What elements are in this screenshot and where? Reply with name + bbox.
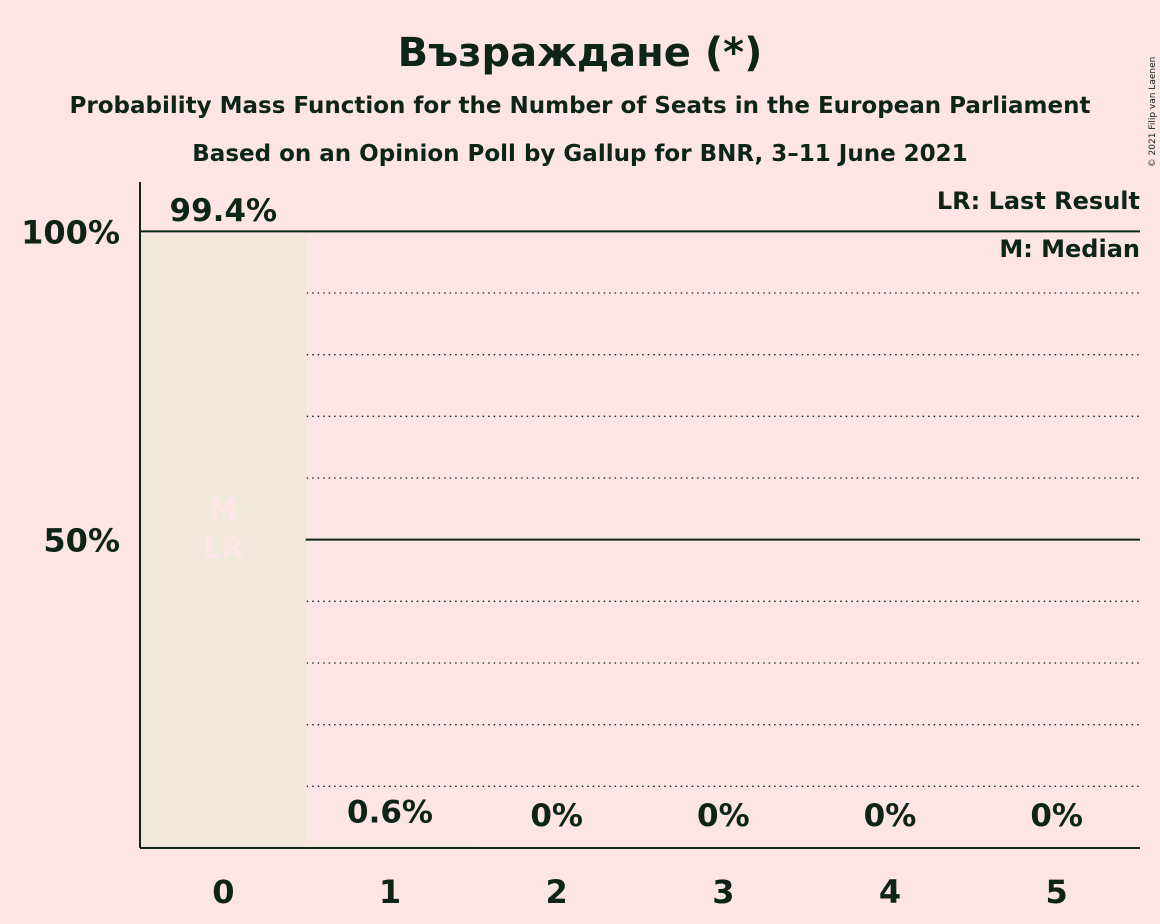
y-tick-label: 50%	[43, 522, 120, 560]
copyright-notice: © 2021 Filip van Laenen	[1148, 57, 1158, 168]
bar-marker: M	[209, 493, 238, 527]
value-label: 99.4%	[170, 193, 278, 229]
bar-grid-mask	[140, 537, 306, 542]
x-tick-label: 3	[712, 873, 734, 911]
x-tick-label: 2	[546, 873, 568, 911]
chart-subtitle-source: Based on an Opinion Poll by Gallup for B…	[192, 141, 967, 167]
value-label: 0%	[864, 798, 917, 834]
major-gridlines	[140, 230, 1140, 542]
bar-marker: LR	[203, 531, 244, 565]
x-tick-label: 5	[1046, 873, 1068, 911]
value-label: 0%	[1030, 798, 1083, 834]
chart-title: Възраждане (*)	[398, 30, 763, 76]
value-label: 0%	[530, 798, 583, 834]
legend-entry: M: Median	[999, 235, 1140, 263]
y-tick-labels: 50% 100%	[21, 213, 120, 559]
x-tick-label: 4	[879, 873, 901, 911]
value-labels: 99.4% 0.6% 0% 0% 0% 0%	[170, 193, 1083, 834]
minor-gridlines	[306, 292, 1140, 787]
legend: LR: Last Result M: Median	[937, 187, 1140, 263]
x-tick-labels: 0 1 2 3 4 5	[212, 873, 1068, 911]
x-tick-label: 1	[379, 873, 401, 911]
bar-markers: M LR	[203, 493, 244, 565]
x-tick-label: 0	[212, 873, 234, 911]
y-tick-label: 100%	[21, 213, 120, 251]
axes	[139, 182, 1140, 849]
value-label: 0%	[697, 798, 750, 834]
bar-1	[306, 844, 474, 848]
legend-entry: LR: Last Result	[937, 187, 1140, 215]
value-label: 0.6%	[347, 794, 433, 830]
chart-subtitle: Probability Mass Function for the Number…	[70, 93, 1091, 119]
